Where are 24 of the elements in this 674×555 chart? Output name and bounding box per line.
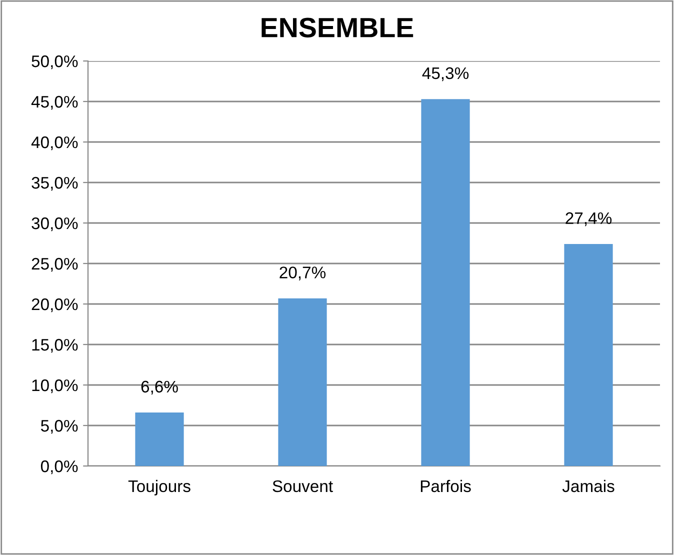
y-tick-label: 50,0% [32,55,78,70]
y-tick-label: 30,0% [32,217,78,232]
x-tick-label: Toujours [128,480,190,496]
y-tick-label: 0,0% [40,460,78,474]
y-tick-label: 35,0% [32,176,78,191]
x-tick-label: Jamais [562,480,614,492]
data-label: 27,4% [566,212,612,226]
y-tick-label: 25,0% [32,258,78,272]
chart-title: ENSEMBLE [262,18,414,38]
x-tick-label: Parfois [420,480,471,492]
bar [564,244,613,466]
bar [135,412,184,466]
data-label: 6,6% [141,380,178,395]
y-tick-label: 15,0% [32,338,78,353]
y-tick-label: 10,0% [32,379,78,394]
y-tick-label: 40,0% [31,136,78,150]
bar [278,298,327,466]
y-tick-label: 5,0% [40,420,78,434]
x-tick-label: Souvent [272,480,333,492]
y-tick-label: 20,0% [32,298,78,312]
y-tick-label: 45,0% [31,96,78,110]
data-label: 20,7% [280,266,326,280]
bar [421,99,470,466]
data-label: 45,3% [422,67,469,82]
